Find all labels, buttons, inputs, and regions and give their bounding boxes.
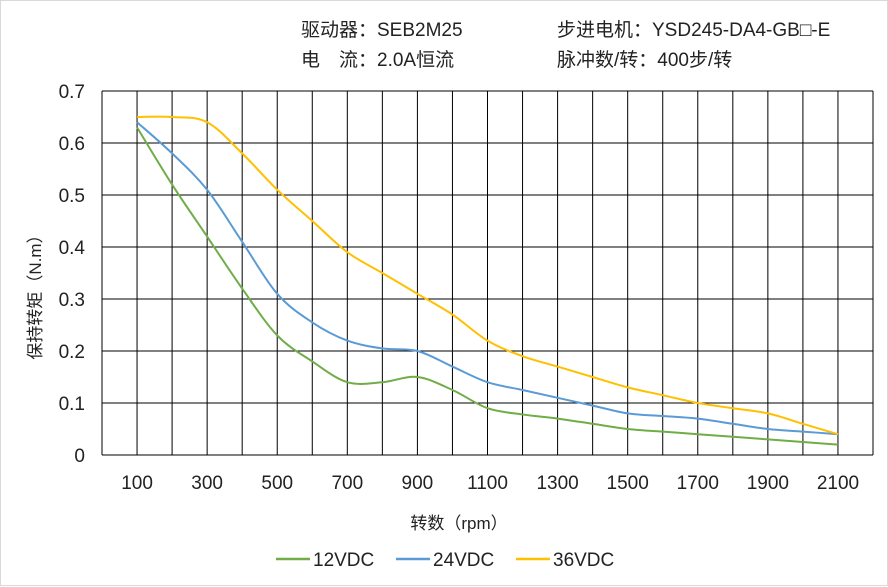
x-tick-label: 1900 [747,473,789,494]
y-tick-label: 0.1 [59,394,85,415]
y-tick-label: 0.5 [59,186,85,207]
x-tick-label: 300 [191,473,223,494]
series-line-36VDC [137,115,839,436]
series-line-24VDC [136,121,839,436]
x-tick-label: 2100 [817,473,859,494]
x-tick-label: 1300 [536,473,578,494]
x-tick-label: 1100 [467,473,508,494]
x-tick-label: 700 [331,473,363,494]
legend-label: 36VDC [553,550,614,571]
series-line-12VDC [136,126,839,446]
x-tick-label: 100 [121,473,153,494]
y-tick-label: 0.7 [59,82,85,103]
motor-label: 步进电机：YSD245-DA4-GB□-E [557,20,831,41]
legend-label: 24VDC [433,550,494,571]
y-axis-label: 保持转矩（N.m） [26,226,45,359]
x-tick-label: 900 [402,473,434,494]
pulses-label: 脉冲数/转：400步/转 [557,50,733,71]
legend-label: 12VDC [313,550,374,571]
y-tick-label: 0 [74,446,85,467]
x-tick-label: 1700 [677,473,719,494]
x-tick-label: 1500 [607,473,649,494]
y-tick-label: 0.3 [59,290,85,311]
driver-label: 驱动器：SEB2M25 [301,20,463,41]
y-tick-label: 0.4 [59,238,86,259]
y-tick-label: 0.2 [59,342,85,363]
x-axis-label: 转数（rpm） [410,514,507,533]
current-label: 电 流：2.0A恒流 [301,50,455,71]
y-tick-label: 0.6 [59,134,85,155]
x-tick-label: 500 [261,473,293,494]
